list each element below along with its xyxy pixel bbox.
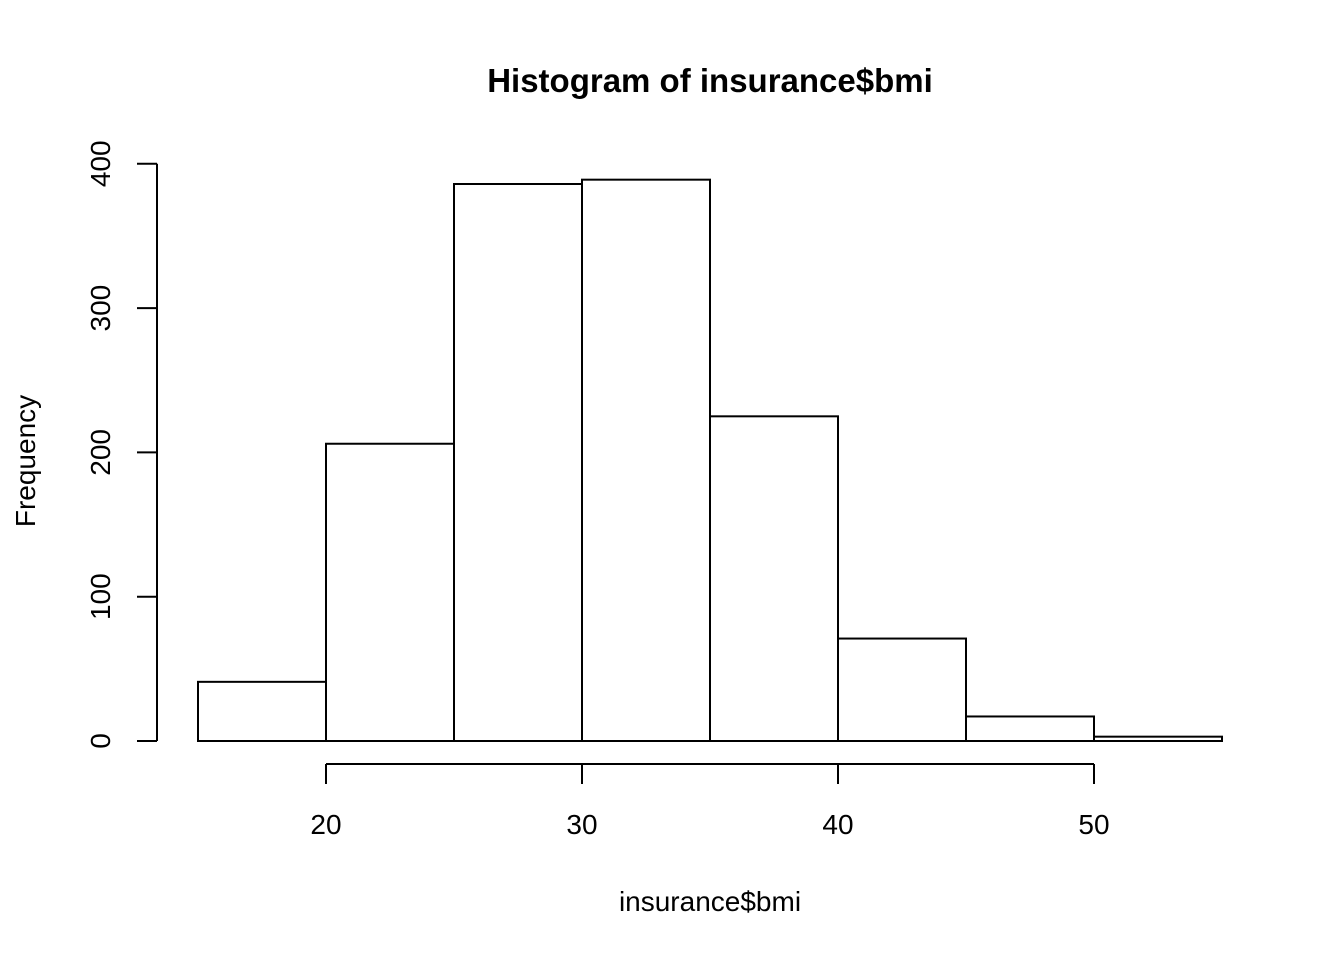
x-axis: 20 30 40 50: [310, 763, 1110, 840]
hist-bar-50-55: [1093, 735, 1223, 743]
y-tick-label: 400: [85, 140, 116, 187]
y-axis-title: Frequency: [10, 395, 41, 527]
hist-bar-25-30: [453, 183, 583, 742]
plot-bars: [197, 178, 1223, 743]
y-tick-label: 0: [85, 733, 116, 749]
y-tick-label: 300: [85, 285, 116, 332]
x-tick-label: 50: [1078, 809, 1109, 840]
y-tick-label: 100: [85, 573, 116, 620]
hist-bar-15-20: [197, 680, 327, 742]
x-tick-label: 20: [310, 809, 341, 840]
chart-title: Histogram of insurance$bmi: [487, 62, 933, 99]
x-axis-title: insurance$bmi: [619, 886, 801, 917]
hist-bar-20-25: [325, 442, 455, 742]
hist-bar-45-50: [965, 715, 1095, 742]
x-tick-label: 40: [822, 809, 853, 840]
hist-bar-30-35: [581, 178, 711, 743]
hist-bar-35-40: [709, 415, 839, 742]
hist-bar-40-45: [837, 637, 967, 742]
x-tick-label: 30: [566, 809, 597, 840]
y-tick-label: 200: [85, 429, 116, 476]
y-axis: 0 100 200 300 400: [85, 140, 158, 749]
